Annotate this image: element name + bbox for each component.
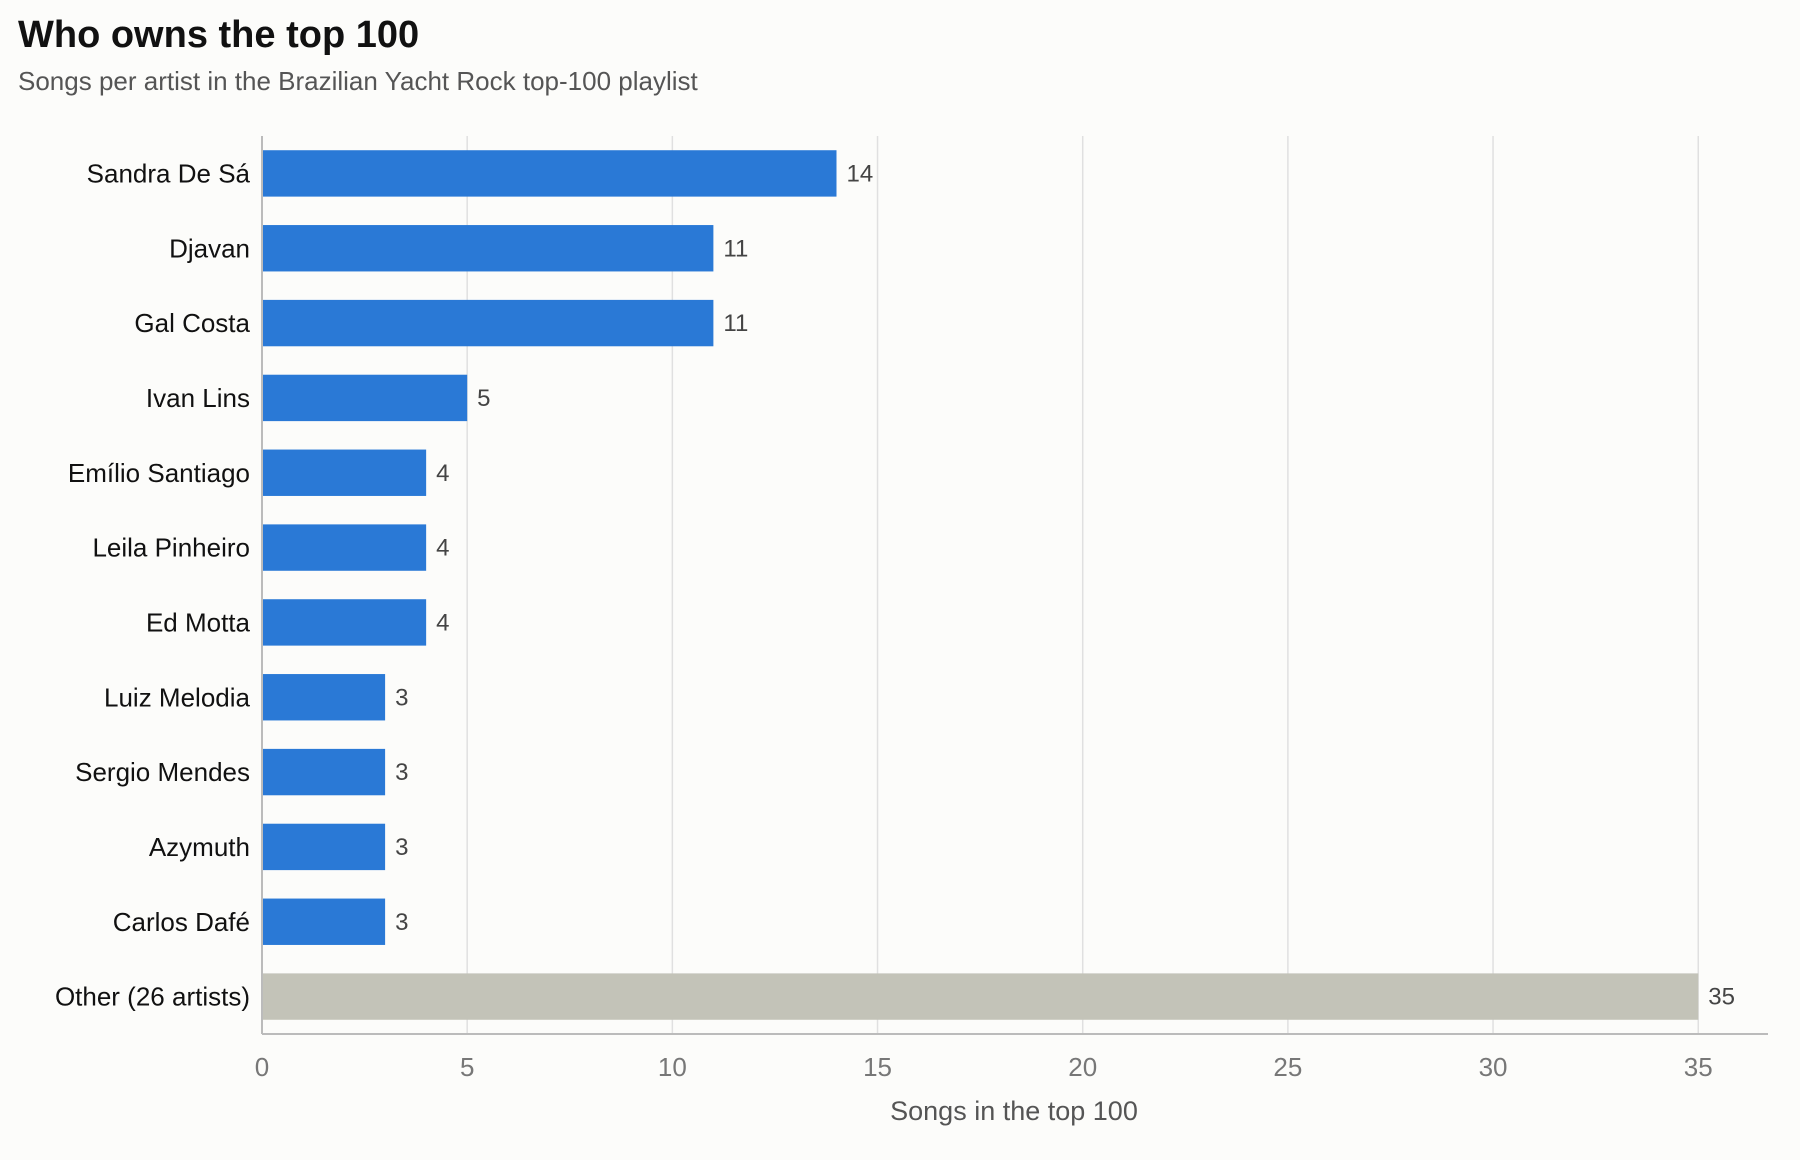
bar: [262, 674, 386, 721]
bar: [262, 823, 386, 871]
bar: [262, 150, 837, 197]
bars: [262, 150, 1699, 1020]
value-label: 3: [395, 909, 408, 936]
category-label: Sandra De Sá: [87, 158, 251, 188]
value-label: 4: [436, 535, 449, 562]
category-label: Emílio Santiago: [68, 458, 250, 488]
labels: Sandra De Sá 14 Djavan 11 Gal Costa 11 Ivan Li…: [55, 158, 1735, 1011]
chart-subtitle: Songs per artist in the Brazilian Yacht …: [18, 66, 698, 96]
value-label: 3: [395, 684, 408, 711]
bar-other: [262, 973, 1699, 1020]
value-label: 11: [723, 310, 748, 337]
chart-title: Who owns the top 100: [18, 14, 420, 56]
category-label: Sergio Mendes: [75, 757, 250, 787]
category-label: Carlos Dafé: [113, 907, 250, 937]
value-label: 14: [846, 160, 873, 187]
x-tick-label: 0: [255, 1052, 269, 1082]
gridlines: [466, 136, 1699, 1034]
category-label: Ed Motta: [146, 607, 251, 637]
category-label: Gal Costa: [134, 308, 250, 338]
bar: [262, 898, 386, 945]
bar: [262, 524, 427, 571]
bar: [262, 374, 468, 422]
x-tick-label: 10: [658, 1052, 687, 1082]
category-label: Luiz Melodia: [104, 682, 251, 712]
value-label: 35: [1708, 984, 1735, 1011]
value-label: 4: [436, 460, 449, 487]
bar: [262, 449, 427, 496]
category-label: Other (26 artists): [55, 982, 250, 1012]
x-tick-label: 35: [1684, 1052, 1713, 1082]
x-tick-label: 25: [1273, 1052, 1302, 1082]
value-label: 5: [477, 385, 490, 412]
category-label: Azymuth: [149, 832, 250, 862]
bar: [262, 748, 386, 796]
category-label: Leila Pinheiro: [92, 533, 250, 563]
bar: [262, 599, 427, 646]
x-tick-label: 20: [1068, 1052, 1097, 1082]
value-label: 3: [395, 834, 408, 861]
bar: [262, 299, 714, 347]
x-axis-title: Songs in the top 100: [890, 1096, 1138, 1126]
x-tick-label: 5: [460, 1052, 474, 1082]
category-label: Djavan: [169, 233, 250, 263]
value-label: 3: [395, 759, 408, 786]
value-label: 11: [723, 235, 748, 262]
x-tick-label: 15: [863, 1052, 892, 1082]
x-tick-label: 30: [1479, 1052, 1508, 1082]
category-label: Ivan Lins: [146, 383, 250, 413]
bar: [262, 225, 714, 272]
value-label: 4: [436, 609, 449, 636]
